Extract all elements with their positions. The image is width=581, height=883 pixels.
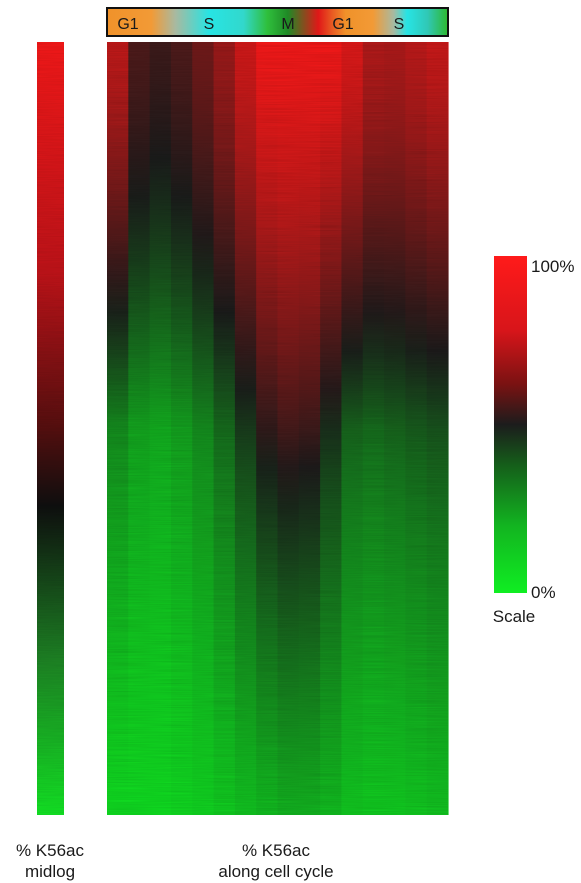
phase-label-g1: G1 [332,16,353,33]
phase-gradient [106,7,449,37]
phase-label-s: S [204,16,215,33]
color-scale [494,256,527,593]
midlog-texture [37,42,64,815]
scale-max-label: 100% [531,257,575,276]
midlog-heatmap [37,42,64,815]
scale-min-label: 0% [531,583,556,602]
phase-bar: G1 S M G1 S [106,7,449,37]
phase-label-s: S [394,16,405,33]
phase-label-g1: G1 [117,16,138,33]
midlog-axis-label: % K56ac midlog [15,841,85,881]
cell-cycle-axis-label: % K56ac along cell cycle [218,841,334,881]
cell-cycle-heatmap [107,42,449,815]
heatmap-texture [107,42,448,815]
scale-bar [494,256,527,593]
scale-title: Scale [492,607,536,626]
phase-label-m: M [281,16,294,33]
